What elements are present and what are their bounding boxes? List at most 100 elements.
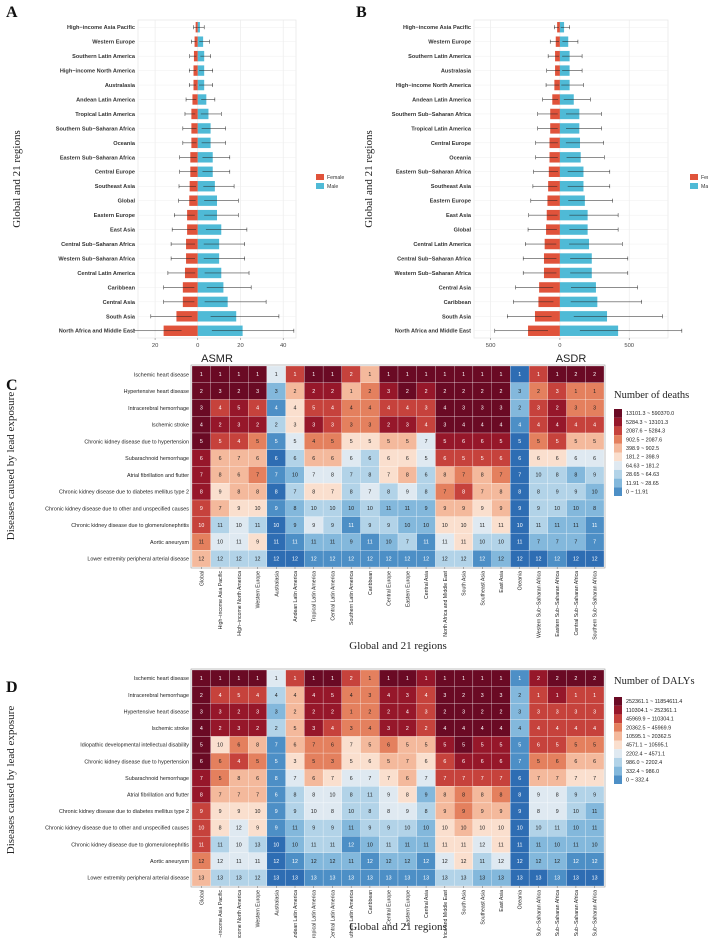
cell-rank-label: 9 <box>312 523 315 529</box>
cell-rank-label: 4 <box>443 406 446 412</box>
cell-rank-label: 3 <box>200 406 203 412</box>
cell-rank-label: 3 <box>350 422 353 428</box>
column-label: Western Europe <box>256 890 262 928</box>
cell-rank-label: 6 <box>294 743 297 749</box>
legend-label: 13101.3 ~ 590370.0 <box>626 411 674 417</box>
category-label: High−income Asia Pacific <box>67 25 135 31</box>
column-label: Caribbean <box>368 890 374 914</box>
panel-label: D <box>6 679 18 696</box>
cell-rank-label: 6 <box>481 759 484 765</box>
category-label: Global <box>118 199 136 205</box>
cell-rank-label: 13 <box>273 876 279 882</box>
row-label: Hypertensive heart disease <box>124 709 189 715</box>
cell-rank-label: 12 <box>423 556 429 562</box>
cell-rank-label: 3 <box>200 709 203 715</box>
cell-rank-label: 1 <box>387 676 390 682</box>
cell-rank-label: 1 <box>406 676 409 682</box>
cell-rank-label: 11 <box>236 540 242 546</box>
cell-rank-label: 1 <box>294 372 297 378</box>
cell-rank-label: 3 <box>556 389 559 395</box>
cell-rank-label: 8 <box>350 489 353 495</box>
cell-rank-label: 1 <box>425 676 428 682</box>
cell-rank-label: 6 <box>500 456 503 462</box>
column-label: South Asia <box>462 571 468 596</box>
x-axis-title: ASDR <box>556 353 587 365</box>
cell-rank-label: 11 <box>517 540 523 546</box>
cell-rank-label: 4 <box>574 726 577 732</box>
column-label: Tropical Latin America <box>312 890 318 938</box>
cell-rank-label: 10 <box>255 809 261 815</box>
cell-rank-label: 7 <box>219 506 222 512</box>
cell-rank-label: 2 <box>556 676 559 682</box>
cell-rank-label: 4 <box>500 422 503 428</box>
column-label: Central Europe <box>387 890 393 925</box>
cell-rank-label: 6 <box>481 439 484 445</box>
cell-rank-label: 6 <box>574 456 577 462</box>
cell-rank-label: 9 <box>256 826 259 832</box>
cell-rank-label: 3 <box>237 422 240 428</box>
cell-rank-label: 4 <box>387 406 390 412</box>
cell-rank-label: 10 <box>592 842 598 848</box>
cell-rank-label: 3 <box>593 406 596 412</box>
cell-rank-label: 12 <box>554 556 560 562</box>
category-label: Central Sub−Saharan Africa <box>397 256 472 262</box>
cell-rank-label: 3 <box>518 389 521 395</box>
cell-rank-label: 10 <box>330 792 336 798</box>
cell-rank-label: 7 <box>350 473 353 479</box>
cell-rank-label: 1 <box>312 372 315 378</box>
cell-rank-label: 11 <box>592 809 598 815</box>
category-label: Central Europe <box>431 141 471 147</box>
cell-rank-label: 7 <box>556 776 559 782</box>
cell-rank-label: 12 <box>367 859 373 865</box>
cell-rank-label: 6 <box>200 759 203 765</box>
cell-rank-label: 2 <box>518 406 521 412</box>
cell-rank-label: 13 <box>367 876 373 882</box>
category-label: North Africa and Middle East <box>395 329 471 335</box>
cell-rank-label: 1 <box>462 676 465 682</box>
column-label: Central Sub−Saharan Africa <box>574 890 580 938</box>
cell-rank-label: 5 <box>593 439 596 445</box>
cell-rank-label: 2 <box>237 709 240 715</box>
cell-rank-label: 10 <box>573 826 579 832</box>
cell-rank-label: 2 <box>275 422 278 428</box>
cell-rank-label: 2 <box>312 389 315 395</box>
cell-rank-label: 2 <box>219 422 222 428</box>
legend-swatch <box>614 697 622 706</box>
cell-rank-label: 3 <box>219 709 222 715</box>
legend-label: Male <box>701 184 708 190</box>
cell-rank-label: 7 <box>200 776 203 782</box>
cell-rank-label: 10 <box>442 826 448 832</box>
cell-rank-label: 1 <box>574 389 577 395</box>
cell-rank-label: 7 <box>387 776 390 782</box>
cell-rank-label: 9 <box>237 809 240 815</box>
legend-label: 5284.3 ~ 13101.3 <box>626 420 668 426</box>
cell-rank-label: 8 <box>537 809 540 815</box>
row-label: Ischemic heart disease <box>134 372 189 378</box>
cell-rank-label: 10 <box>236 523 242 529</box>
cell-rank-label: 4 <box>425 422 428 428</box>
cell-rank-label: 10 <box>255 506 261 512</box>
cell-rank-label: 9 <box>593 473 596 479</box>
cell-rank-label: 12 <box>273 859 279 865</box>
column-label: Southeast Asia <box>480 890 486 925</box>
cell-rank-label: 11 <box>367 792 373 798</box>
cell-rank-label: 7 <box>443 776 446 782</box>
cell-rank-label: 11 <box>536 842 542 848</box>
cell-rank-label: 2 <box>574 676 577 682</box>
cell-rank-label: 2 <box>425 389 428 395</box>
cell-rank-label: 6 <box>443 759 446 765</box>
cell-rank-label: 3 <box>350 726 353 732</box>
cell-rank-label: 12 <box>311 556 317 562</box>
legend-label: 986.0 ~ 2202.4 <box>626 760 662 766</box>
panel-label: C <box>6 377 18 394</box>
cell-rank-label: 13 <box>461 876 467 882</box>
column-label: Central Latin America <box>330 890 336 938</box>
row-label: Chronic kidney disease due to other and … <box>45 506 189 512</box>
cell-rank-label: 3 <box>443 422 446 428</box>
column-label: Western Sub−Saharan Africa <box>536 890 542 938</box>
cell-rank-label: 8 <box>275 489 278 495</box>
y-axis-title: Diseases caused by lead exposure <box>5 392 17 541</box>
legend-swatch <box>614 731 622 741</box>
category-label: Oceania <box>449 155 472 161</box>
cell-rank-label: 7 <box>219 792 222 798</box>
